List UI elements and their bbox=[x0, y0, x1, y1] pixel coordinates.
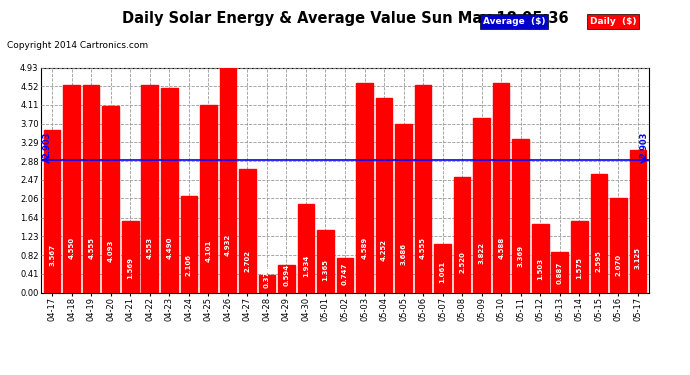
Text: 3.125: 3.125 bbox=[635, 247, 641, 269]
Text: 4.093: 4.093 bbox=[108, 240, 114, 262]
Bar bbox=[278, 266, 295, 292]
Bar bbox=[219, 68, 236, 292]
Text: 3.369: 3.369 bbox=[518, 245, 524, 267]
Bar bbox=[434, 244, 451, 292]
Bar bbox=[161, 88, 177, 292]
Bar bbox=[317, 230, 334, 292]
Text: 4.553: 4.553 bbox=[147, 237, 152, 259]
Text: 0.594: 0.594 bbox=[284, 264, 289, 286]
Bar bbox=[259, 275, 275, 292]
Bar bbox=[239, 169, 256, 292]
Bar bbox=[629, 150, 646, 292]
Bar bbox=[395, 124, 412, 292]
Text: 4.101: 4.101 bbox=[206, 240, 211, 262]
Text: 1.503: 1.503 bbox=[538, 258, 543, 280]
Text: 1.061: 1.061 bbox=[440, 261, 446, 283]
Text: 4.550: 4.550 bbox=[69, 237, 75, 259]
Bar bbox=[337, 258, 353, 292]
Text: 1.365: 1.365 bbox=[322, 259, 328, 281]
Text: 2.070: 2.070 bbox=[615, 254, 621, 276]
Bar bbox=[141, 85, 158, 292]
Text: Daily Solar Energy & Average Value Sun May 18 05:36: Daily Solar Energy & Average Value Sun M… bbox=[121, 11, 569, 26]
Bar bbox=[63, 85, 80, 292]
Bar bbox=[200, 105, 217, 292]
Text: Daily  ($): Daily ($) bbox=[590, 17, 636, 26]
Bar bbox=[473, 118, 490, 292]
Text: 4.932: 4.932 bbox=[225, 234, 231, 256]
Bar bbox=[356, 83, 373, 292]
Text: 3.686: 3.686 bbox=[401, 243, 406, 265]
Bar bbox=[532, 224, 549, 292]
Text: 2.702: 2.702 bbox=[244, 250, 250, 272]
Bar bbox=[181, 196, 197, 292]
Bar bbox=[551, 252, 568, 292]
Bar bbox=[44, 130, 61, 292]
Text: 4.490: 4.490 bbox=[166, 237, 172, 260]
Bar bbox=[454, 177, 471, 292]
Bar bbox=[102, 106, 119, 292]
Text: 2.106: 2.106 bbox=[186, 254, 192, 276]
Bar bbox=[415, 85, 431, 292]
Text: 4.252: 4.252 bbox=[381, 239, 387, 261]
Text: 4.555: 4.555 bbox=[88, 237, 95, 259]
Text: Copyright 2014 Cartronics.com: Copyright 2014 Cartronics.com bbox=[7, 41, 148, 50]
Text: 3.567: 3.567 bbox=[49, 244, 55, 266]
Text: 0.887: 0.887 bbox=[557, 262, 563, 284]
Bar bbox=[122, 221, 139, 292]
Text: 2.903: 2.903 bbox=[42, 131, 51, 158]
Bar bbox=[493, 83, 509, 292]
Text: 0.375: 0.375 bbox=[264, 266, 270, 288]
Bar bbox=[376, 99, 393, 292]
Text: 4.588: 4.588 bbox=[498, 237, 504, 259]
Text: 4.589: 4.589 bbox=[362, 237, 368, 259]
Text: 2.903: 2.903 bbox=[639, 131, 648, 158]
Bar bbox=[610, 198, 627, 292]
Text: 1.569: 1.569 bbox=[127, 258, 133, 279]
Text: 4.555: 4.555 bbox=[420, 237, 426, 259]
Text: 2.520: 2.520 bbox=[459, 251, 465, 273]
Bar bbox=[513, 139, 529, 292]
Text: 0.747: 0.747 bbox=[342, 263, 348, 285]
Bar bbox=[83, 85, 99, 292]
Text: 1.575: 1.575 bbox=[576, 257, 582, 279]
Bar bbox=[571, 220, 588, 292]
Bar bbox=[591, 174, 607, 292]
Text: Average  ($): Average ($) bbox=[483, 17, 546, 26]
Bar bbox=[297, 204, 314, 292]
Text: 3.822: 3.822 bbox=[479, 242, 484, 264]
Text: 2.595: 2.595 bbox=[595, 251, 602, 273]
Text: 1.934: 1.934 bbox=[303, 255, 309, 277]
